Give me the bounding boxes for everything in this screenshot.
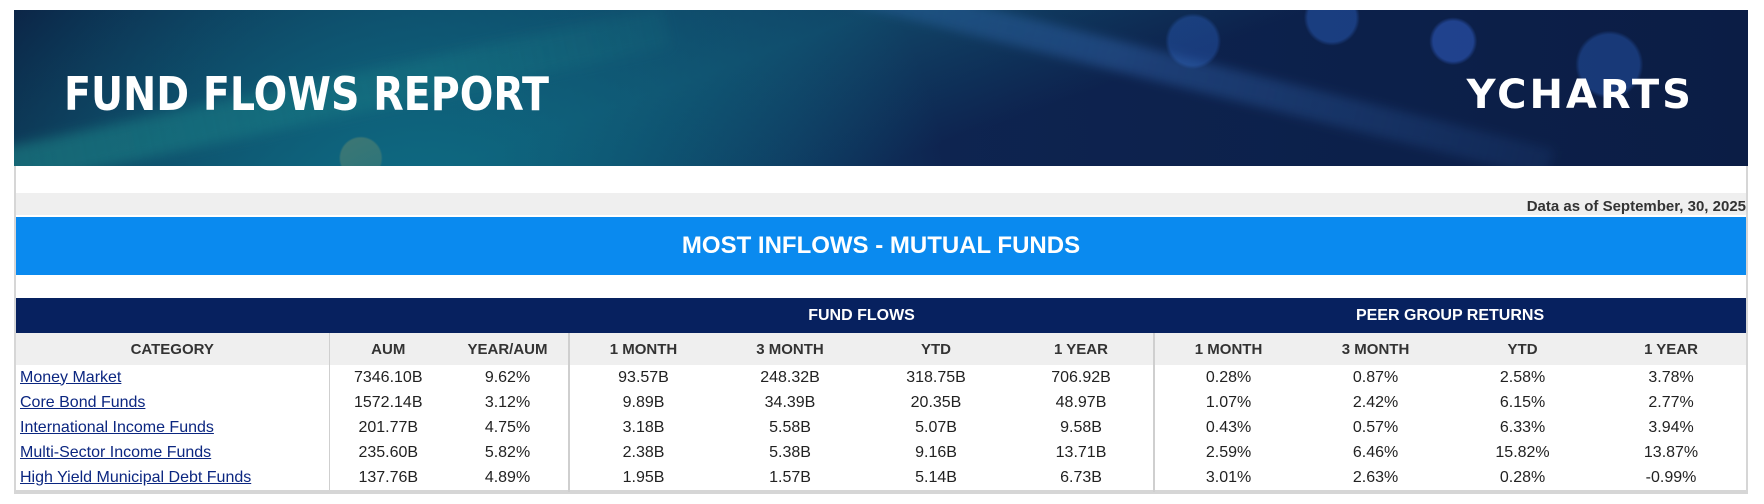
aum-cell: 7346.10B: [353, 368, 423, 386]
flows-1-year-cell: 9.58B: [1009, 415, 1156, 440]
column-header-returns-3-month: 3 MONTH: [1302, 333, 1450, 365]
column-header-flows-ytd: YTD: [863, 333, 1009, 365]
returns-3-month-cell: 2.63%: [1352, 468, 1399, 486]
column-header-returns-1-year: 1 YEAR: [1596, 333, 1747, 365]
flows-1-year-cell: 13.71B: [1009, 440, 1156, 465]
category-link[interactable]: Multi-Sector Income Funds: [20, 443, 212, 461]
year-aum-cell: 5.82%: [447, 440, 570, 465]
group-header-row: FUND FLOWS PEER GROUP RETURNS: [16, 298, 1747, 333]
category-cell: Core Bond Funds: [16, 390, 330, 415]
table-row: Multi-Sector Income Funds 235.60B 5.82% …: [16, 440, 1746, 465]
flows-ytd-cell: 20.35B: [910, 393, 962, 411]
aum-cell: 201.77B: [358, 418, 419, 436]
column-header-returns-1-month: 1 MONTH: [1154, 333, 1303, 365]
returns-1-month-cell: 3.01%: [1205, 468, 1252, 486]
year-aum-cell: 4.75%: [447, 415, 570, 440]
returns-3-month-cell: 0.87%: [1352, 368, 1399, 386]
returns-3-month-cell: 0.57%: [1352, 418, 1399, 436]
returns-ytd-cell: 0.28%: [1499, 468, 1546, 486]
returns-ytd-cell: 6.33%: [1499, 418, 1546, 436]
report-banner: FUND FLOWS REPORT YCHARTS: [14, 10, 1748, 166]
flows-1-month-cell: 2.38B: [622, 443, 665, 461]
returns-1-month-cell: 0.28%: [1205, 368, 1252, 386]
group-header-blank: [16, 298, 569, 333]
table-row: High Yield Municipal Debt Funds 137.76B …: [16, 465, 1747, 491]
returns-ytd-cell: 6.15%: [1499, 393, 1546, 411]
returns-1-year-cell: 3.94%: [1648, 418, 1694, 436]
aum-cell: 1572.14B: [353, 393, 423, 411]
column-header-flows-1-month: 1 MONTH: [569, 333, 717, 365]
returns-1-month-cell: 0.43%: [1205, 418, 1252, 436]
flows-3-month-cell: 5.38B: [769, 443, 811, 461]
returns-3-month-cell: 6.46%: [1352, 443, 1399, 461]
returns-1-month-cell: 1.07%: [1205, 393, 1252, 411]
category-cell: High Yield Municipal Debt Funds: [16, 465, 330, 491]
flows-ytd-cell: 9.16B: [915, 443, 957, 461]
column-header-returns-ytd: YTD: [1449, 333, 1597, 365]
table-row: Core Bond Funds 1572.14B 3.12% 9.89B 34.…: [16, 390, 1746, 415]
returns-3-month-cell: 2.42%: [1352, 393, 1399, 411]
returns-1-month-cell: 2.59%: [1205, 443, 1252, 461]
flows-1-month-cell: 3.18B: [622, 418, 665, 436]
year-aum-cell: 4.89%: [447, 465, 570, 491]
category-cell: Multi-Sector Income Funds: [16, 440, 330, 465]
year-aum-cell: 3.12%: [447, 390, 570, 415]
column-header-category: CATEGORY: [16, 333, 330, 365]
flows-1-month-cell: 93.57B: [618, 368, 669, 386]
group-header-fund-flows: FUND FLOWS: [569, 298, 1155, 333]
returns-ytd-cell: 2.58%: [1499, 368, 1546, 386]
column-header-flows-3-month: 3 MONTH: [717, 333, 863, 365]
report-title: FUND FLOWS REPORT: [64, 67, 549, 121]
column-header-aum: AUM: [329, 333, 447, 365]
category-cell: International Income Funds: [16, 415, 330, 440]
aum-cell: 137.76B: [358, 468, 419, 486]
fund-flows-report: FUND FLOWS REPORT YCHARTS Data as of Sep…: [14, 10, 1748, 494]
category-link[interactable]: Money Market: [20, 368, 122, 386]
table-row: International Income Funds 201.77B 4.75%…: [16, 415, 1746, 440]
category-link[interactable]: Core Bond Funds: [20, 393, 146, 411]
returns-1-year-cell: 3.78%: [1648, 368, 1694, 386]
category-cell: Money Market: [16, 365, 330, 390]
flows-3-month-cell: 248.32B: [760, 368, 820, 386]
group-header-peer-group-returns: PEER GROUP RETURNS: [1154, 298, 1747, 333]
flows-ytd-cell: 5.14B: [915, 468, 957, 486]
ycharts-logo: YCHARTS: [1466, 72, 1694, 118]
section-title: MOST INFLOWS - MUTUAL FUNDS: [16, 217, 1746, 275]
column-header-row: CATEGORY AUM YEAR/AUM 1 MONTH 3 MONTH YT…: [16, 333, 1747, 365]
flows-1-year-cell: 48.97B: [1009, 390, 1156, 415]
flows-ytd-cell: 5.07B: [915, 418, 957, 436]
flows-3-month-cell: 34.39B: [764, 393, 816, 411]
flows-3-month-cell: 1.57B: [769, 468, 811, 486]
returns-ytd-cell: 15.82%: [1495, 443, 1550, 461]
flows-ytd-cell: 318.75B: [906, 368, 966, 386]
flows-1-month-cell: 1.95B: [622, 468, 665, 486]
flows-3-month-cell: 5.58B: [769, 418, 811, 436]
returns-1-year-cell: 2.77%: [1648, 393, 1694, 411]
banner-decoration: [673, 10, 1555, 166]
column-header-year-aum: YEAR/AUM: [447, 333, 570, 365]
flows-1-year-cell: 706.92B: [1009, 365, 1156, 390]
fund-flows-table: FUND FLOWS PEER GROUP RETURNS CATEGORY A…: [16, 298, 1747, 492]
returns-1-year-cell: 13.87%: [1643, 443, 1699, 461]
data-as-of-date: Data as of September, 30, 2025: [16, 193, 1746, 215]
year-aum-cell: 9.62%: [447, 365, 570, 390]
table-row: Money Market 7346.10B 9.62% 93.57B 248.3…: [16, 365, 1746, 390]
aum-cell: 235.60B: [358, 443, 419, 461]
category-link[interactable]: International Income Funds: [20, 418, 214, 436]
column-header-flows-1-year: 1 YEAR: [1009, 333, 1156, 365]
flows-1-year-cell: 6.73B: [1009, 465, 1156, 491]
category-link[interactable]: High Yield Municipal Debt Funds: [20, 468, 252, 486]
returns-1-year-cell: -0.99%: [1645, 468, 1697, 486]
flows-1-month-cell: 9.89B: [622, 393, 665, 411]
